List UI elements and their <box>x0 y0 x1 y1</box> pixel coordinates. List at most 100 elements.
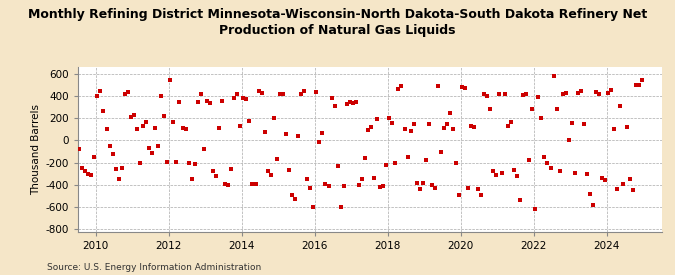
Point <box>570 170 580 175</box>
Point <box>408 122 419 127</box>
Point <box>384 116 395 120</box>
Point <box>113 177 124 182</box>
Point <box>460 86 470 90</box>
Point <box>427 183 437 187</box>
Point <box>180 127 191 132</box>
Point <box>578 122 589 126</box>
Point <box>153 144 163 148</box>
Point <box>500 92 510 96</box>
Point <box>126 115 136 119</box>
Point <box>576 89 587 93</box>
Point <box>198 147 209 152</box>
Point <box>296 92 306 96</box>
Point <box>539 155 550 159</box>
Point <box>621 125 632 129</box>
Point <box>287 192 298 197</box>
Point <box>269 116 279 120</box>
Point <box>439 126 450 130</box>
Point <box>393 87 404 91</box>
Point <box>558 92 568 96</box>
Point <box>171 159 182 164</box>
Point <box>551 107 562 112</box>
Point <box>533 95 544 99</box>
Point <box>207 169 218 174</box>
Point <box>609 127 620 132</box>
Point <box>275 92 286 96</box>
Point <box>74 147 84 152</box>
Point <box>101 127 112 132</box>
Point <box>354 183 364 187</box>
Point <box>305 186 316 190</box>
Point <box>174 100 185 104</box>
Point <box>524 158 535 163</box>
Point <box>241 97 252 102</box>
Point <box>71 132 82 136</box>
Point <box>265 173 276 177</box>
Point <box>612 187 623 191</box>
Point <box>366 125 377 129</box>
Point <box>92 94 103 98</box>
Point <box>335 205 346 209</box>
Point <box>606 87 617 92</box>
Point <box>502 124 513 128</box>
Point <box>585 191 595 196</box>
Point <box>542 160 553 165</box>
Point <box>104 144 115 148</box>
Point <box>591 90 601 94</box>
Point <box>624 177 635 182</box>
Point <box>433 84 443 88</box>
Point <box>253 89 264 93</box>
Point <box>326 96 337 101</box>
Point <box>293 134 304 138</box>
Point <box>518 93 529 97</box>
Point <box>165 77 176 82</box>
Point <box>493 92 504 96</box>
Point <box>348 101 358 106</box>
Point <box>211 174 221 178</box>
Point <box>156 94 167 98</box>
Point <box>213 126 224 130</box>
Point <box>597 176 608 180</box>
Point <box>281 132 292 136</box>
Point <box>627 188 638 192</box>
Point <box>338 184 349 189</box>
Point <box>110 167 121 171</box>
Point <box>229 96 240 101</box>
Point <box>564 138 574 143</box>
Point <box>545 166 556 170</box>
Point <box>299 89 310 93</box>
Point <box>521 92 532 96</box>
Point <box>177 126 188 130</box>
Point <box>250 182 261 186</box>
Point <box>390 160 401 165</box>
Point <box>55 122 66 126</box>
Point <box>481 94 492 98</box>
Point <box>256 91 267 95</box>
Point <box>65 89 76 93</box>
Point <box>451 160 462 165</box>
Point <box>615 104 626 108</box>
Point <box>381 163 392 167</box>
Point <box>496 170 507 175</box>
Point <box>95 89 106 93</box>
Point <box>594 92 605 96</box>
Point <box>144 146 155 150</box>
Point <box>457 85 468 89</box>
Point <box>530 207 541 211</box>
Point <box>162 159 173 164</box>
Point <box>122 90 133 94</box>
Point <box>490 173 501 177</box>
Point <box>146 150 157 155</box>
Point <box>429 186 440 190</box>
Point <box>423 122 434 127</box>
Point <box>445 111 456 115</box>
Point <box>600 178 611 183</box>
Point <box>68 125 78 129</box>
Point <box>317 131 328 135</box>
Point <box>80 169 90 174</box>
Point <box>138 124 148 128</box>
Point <box>618 182 629 186</box>
Point <box>132 127 142 132</box>
Point <box>560 91 571 95</box>
Point <box>633 83 644 87</box>
